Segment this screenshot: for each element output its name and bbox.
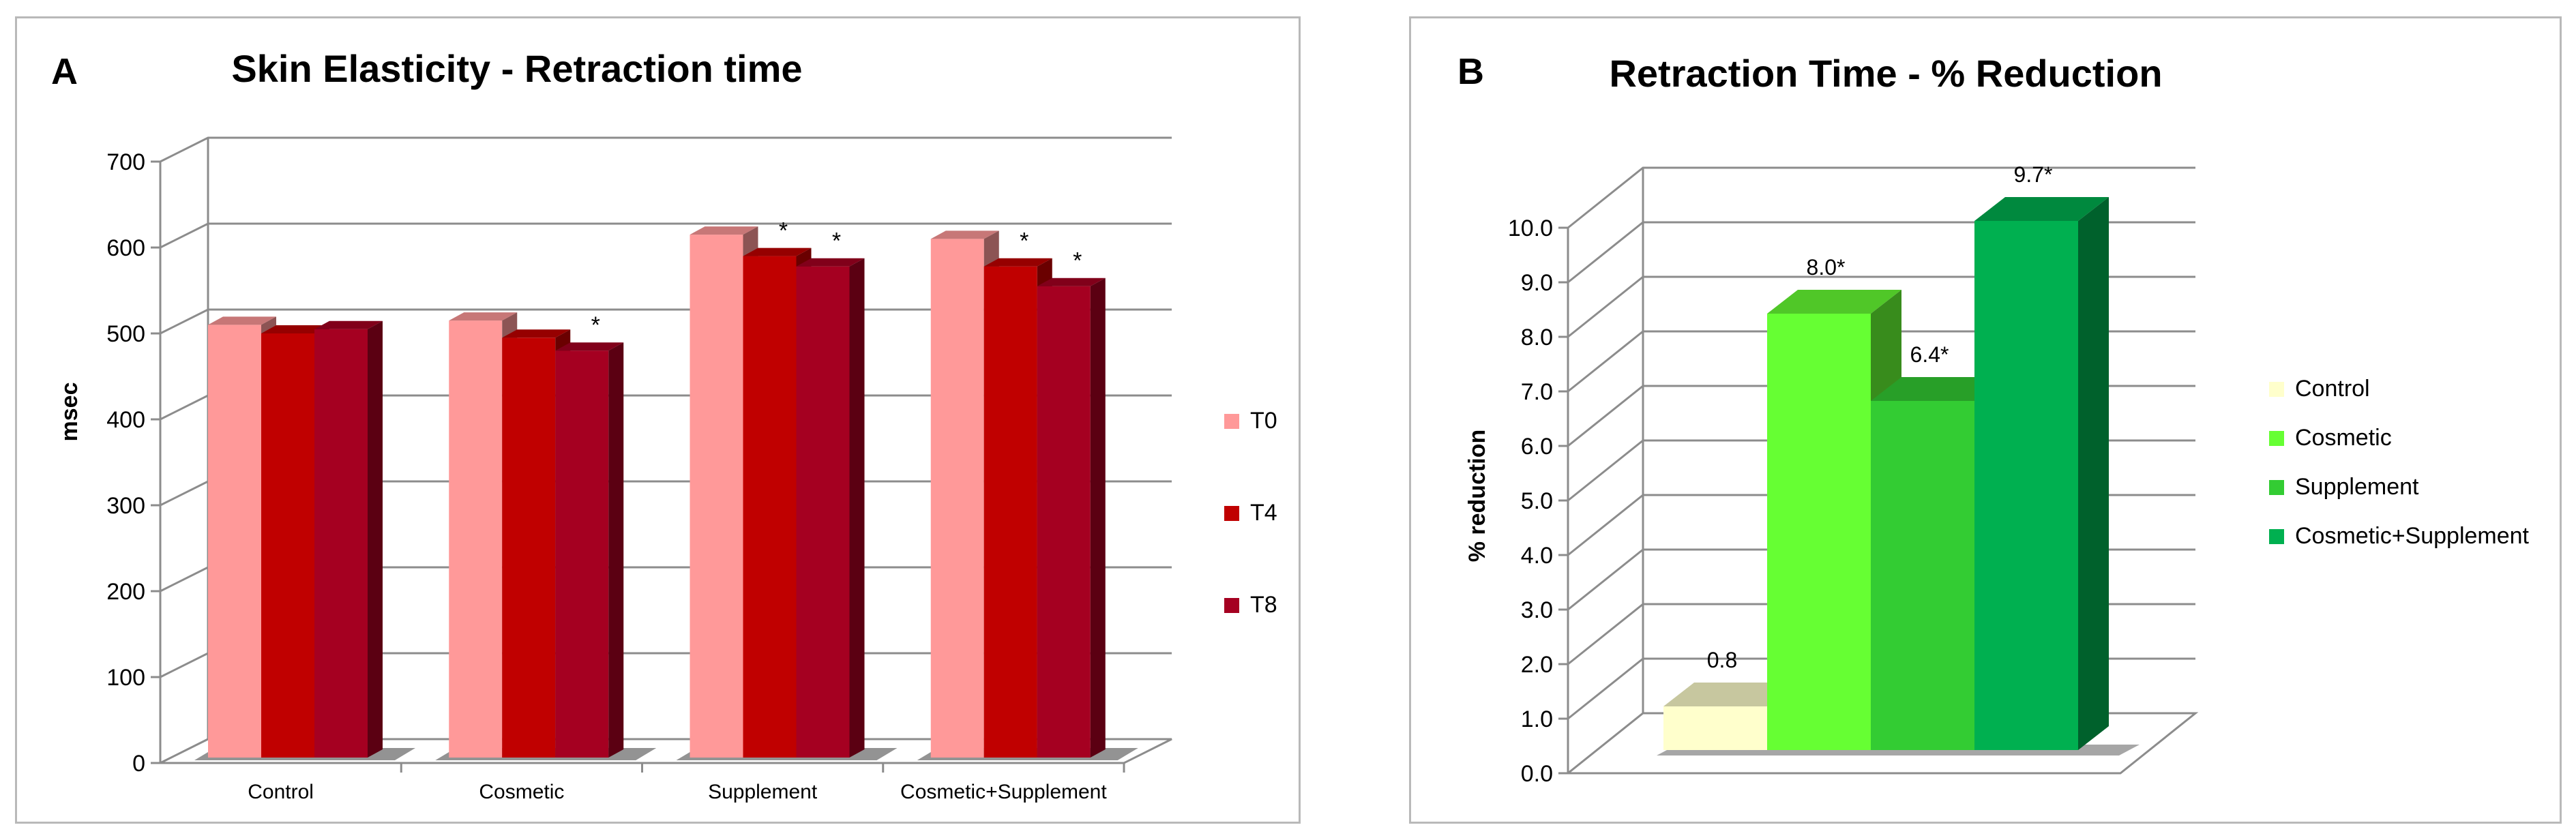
significance-marker-a: * [591, 312, 600, 338]
data-label-b-0: 0.8 [1707, 648, 1737, 672]
y-tick-label-a-6: 600 [106, 235, 145, 261]
y-tick-label-b-6: 6.0 [1521, 434, 1553, 460]
y-tick-label-a-5: 500 [106, 321, 145, 347]
chart-panel-a: A Skin Elasticity - Retraction time msec… [15, 16, 1301, 824]
legend-label-b-3: Cosmetic+Supplement [2295, 523, 2530, 549]
legend-label-b-0: Control [2295, 376, 2370, 402]
bar-a-cosmetic-supplement-t8 [1037, 278, 1106, 758]
y-tick-label-b-2: 2.0 [1521, 652, 1553, 678]
legend-label-b-1: Cosmetic [2295, 425, 2392, 451]
category-label-a-1: Cosmetic [479, 781, 564, 803]
chart-b-y-ticks: 0.0 1.0 2.0 3.0 4.0 5.0 6.0 7.0 8.0 9.0 10.0 [1508, 215, 1553, 787]
y-tick-label-b-4: 4.0 [1521, 543, 1553, 569]
y-tick-label-b-0: 0.0 [1521, 761, 1553, 787]
legend-swatch-a-t4 [1224, 506, 1239, 521]
bar-a-cosmetic-t8 [555, 342, 624, 758]
significance-marker-a: * [832, 228, 841, 254]
y-tick-label-b-7: 7.0 [1521, 379, 1553, 405]
category-label-a-3: Cosmetic+Supplement [900, 781, 1107, 803]
panel-letter-b: B [1457, 51, 1484, 92]
y-tick-label-a-2: 200 [106, 579, 145, 605]
category-label-a-0: Control [248, 781, 314, 803]
y-tick-label-a-1: 100 [106, 665, 145, 691]
data-label-b-3: 9.7* [2014, 162, 2053, 187]
legend-swatch-b-1 [2269, 431, 2284, 446]
chart-a-canvas: A Skin Elasticity - Retraction time msec… [51, 47, 1277, 803]
legend-label-a-t0: T0 [1250, 408, 1277, 434]
chart-b-y-axis-label: % reduction [1464, 430, 1490, 563]
legend-label-a-t4: T4 [1250, 500, 1277, 526]
y-tick-label-a-0: 0 [132, 751, 145, 777]
chart-panel-b: B Retraction Time - % Reduction % reduct… [1409, 16, 2562, 824]
y-tick-label-a-7: 700 [106, 149, 145, 175]
legend-label-a-t8: T8 [1250, 592, 1277, 618]
y-tick-label-b-5: 5.0 [1521, 488, 1553, 514]
y-tick-label-b-3: 3.0 [1521, 597, 1553, 623]
y-tick-label-b-8: 8.0 [1521, 325, 1553, 350]
significance-marker-a: * [1073, 248, 1082, 274]
significance-marker-a: * [779, 218, 788, 244]
legend-swatch-b-3 [2269, 529, 2284, 544]
bar-a-supplement-t8 [796, 258, 865, 758]
y-tick-label-a-3: 300 [106, 493, 145, 519]
legend-swatch-a-t8 [1224, 598, 1239, 613]
bar-b-cosmetic-supplement [1974, 197, 2109, 750]
data-label-b-1: 8.0* [1807, 255, 1846, 280]
chart-a-legend: T0 T4 T8 [1224, 408, 1277, 618]
category-label-a-2: Supplement [708, 781, 818, 803]
legend-swatch-a-t0 [1224, 414, 1239, 429]
y-tick-label-b-9: 9.0 [1521, 270, 1553, 296]
chart-b-title: Retraction Time - % Reduction [1609, 52, 2162, 95]
chart-a-y-axis-label: msec [57, 383, 83, 442]
legend-swatch-b-2 [2269, 480, 2284, 495]
chart-b-canvas: B Retraction Time - % Reduction % reduct… [1457, 51, 2530, 787]
legend-swatch-b-0 [2269, 382, 2284, 397]
gridline-a-7 [160, 136, 1172, 163]
data-label-b-2: 6.4* [1910, 342, 1949, 367]
chart-b-bars: 0.8 8.0* 6.4* 9.7* [1657, 162, 2140, 755]
chart-a-title: Skin Elasticity - Retraction time [231, 47, 802, 90]
chart-a-category-labels: Control Cosmetic Supplement Cosmetic+Supple… [248, 763, 1125, 803]
chart-b-legend: Control Cosmetic Supplement Cosmetic+Supple… [2269, 376, 2530, 549]
chart-a-bars: * * * * * [194, 218, 1138, 760]
significance-marker-a: * [1020, 228, 1028, 254]
chart-a-y-ticks: 0 100 200 300 400 500 600 700 [106, 149, 145, 777]
legend-label-b-2: Supplement [2295, 474, 2419, 500]
panel-letter-a: A [51, 51, 78, 92]
bar-a-control-t8 [314, 320, 383, 758]
y-tick-label-a-4: 400 [106, 407, 145, 433]
y-tick-label-b-10: 10.0 [1508, 215, 1553, 241]
y-tick-label-b-1: 1.0 [1521, 706, 1553, 732]
bar-b-control [1663, 683, 1798, 750]
